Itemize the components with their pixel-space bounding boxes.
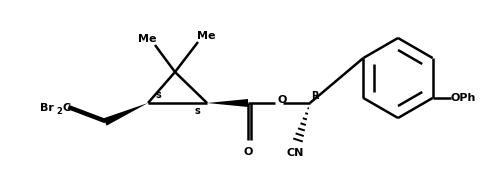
- Text: 2: 2: [56, 107, 62, 115]
- Text: CN: CN: [286, 148, 304, 158]
- Text: R: R: [311, 91, 319, 101]
- Polygon shape: [207, 99, 248, 107]
- Text: O: O: [277, 95, 287, 105]
- Polygon shape: [104, 103, 148, 126]
- Text: Me: Me: [197, 31, 215, 41]
- Text: OPh: OPh: [451, 93, 476, 103]
- Text: Br: Br: [40, 103, 54, 113]
- Text: s: s: [194, 106, 200, 116]
- Text: C: C: [62, 103, 70, 113]
- Text: O: O: [243, 147, 253, 157]
- Text: Me: Me: [138, 34, 156, 44]
- Text: s: s: [155, 90, 161, 100]
